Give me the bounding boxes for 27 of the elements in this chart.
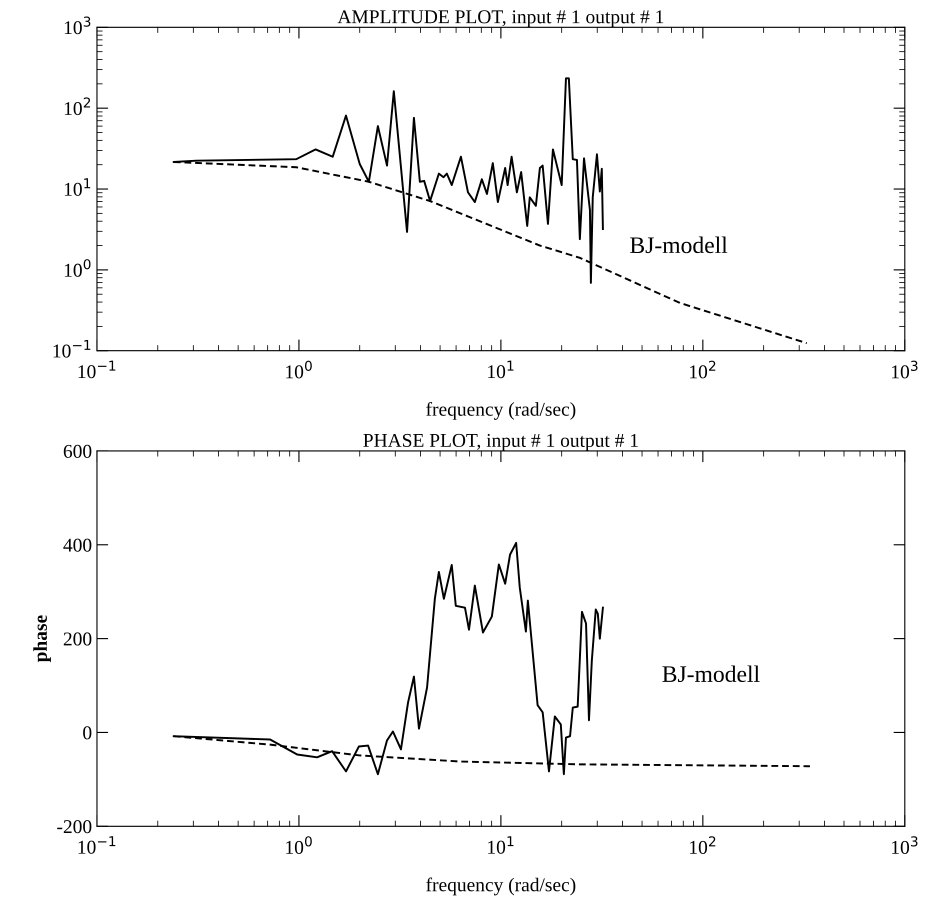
annotation: BJ-modell	[662, 665, 760, 682]
annotation: BJ-modell	[630, 236, 728, 254]
y-tick-label: 0	[83, 726, 92, 740]
x-tick-label: 10$^{2}$	[690, 360, 716, 378]
y-tick-label: 10$^{0}$	[64, 259, 91, 277]
x-axis-title: frequency (rad/sec)	[426, 402, 576, 420]
y-tick-label: 400	[63, 538, 92, 552]
chart-title: AMPLITUDE PLOT, input # 1 output # 1	[338, 10, 664, 28]
x-tick-label: 10$^{0}$	[286, 836, 312, 854]
y-tick-label: 200	[64, 632, 92, 646]
y-tick-label: 10$^{2}$	[64, 97, 90, 116]
y-tick-label: -200	[57, 820, 92, 834]
y-tick-label: 10$^{3}$	[64, 16, 90, 34]
y-axis-title: phase	[33, 615, 51, 662]
x-tick-label: 10$^{0}$	[286, 360, 312, 378]
y-tick-label: 10$^{−1}$	[54, 340, 90, 358]
y-tick-label: 10$^{1}$	[64, 178, 90, 196]
y-tick-label: 600	[64, 444, 92, 458]
x-tick-label: 10$^{1}$	[488, 360, 514, 378]
x-tick-label: 10$^{1}$	[488, 836, 514, 854]
x-axis-title: frequency (rad/sec)	[426, 878, 576, 896]
x-tick-label: 10$^{3}$	[892, 836, 918, 854]
x-tick-label: 10$^{2}$	[690, 836, 716, 854]
chart-title: PHASE PLOT, input # 1 output # 1	[363, 434, 638, 451]
x-tick-label: 10$^{3}$	[892, 360, 918, 378]
x-tick-label: 10$^{−1}$	[78, 836, 116, 854]
x-tick-label: 10$^{−1}$	[78, 360, 116, 378]
